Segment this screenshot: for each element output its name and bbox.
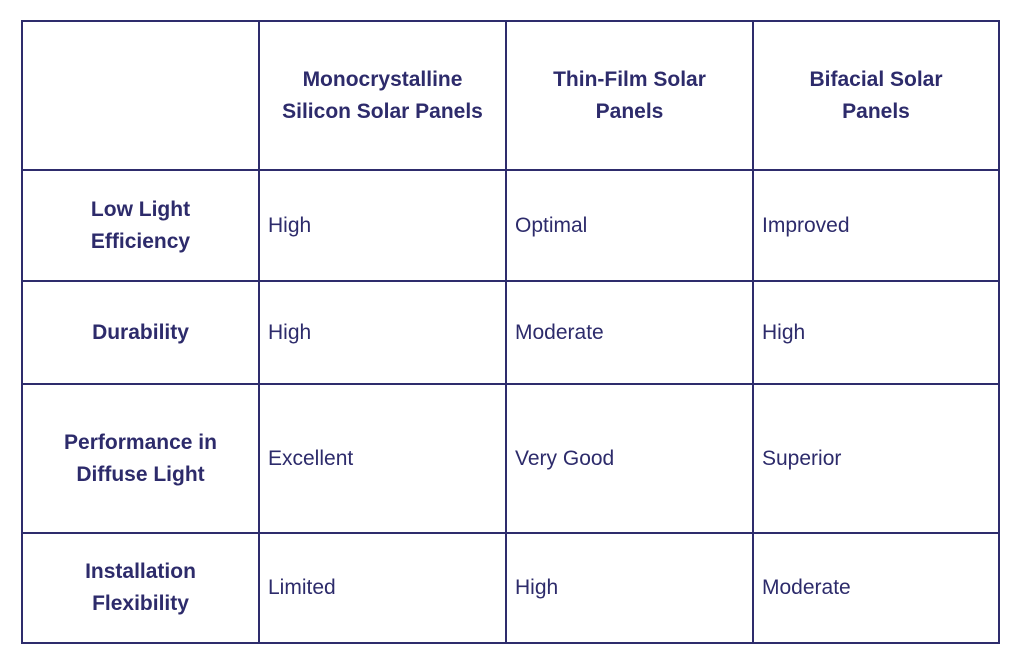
table-cell: High [752, 280, 1000, 385]
row-header: Installation Flexibility [21, 532, 260, 644]
table-cell: Moderate [505, 280, 754, 385]
row-header: Performance in Diffuse Light [21, 383, 260, 534]
text-line: Silicon Solar Panels [282, 99, 483, 123]
table-row: Installation Flexibility Limited High Modera… [21, 532, 1000, 644]
column-header: Monocrystalline Silicon Solar Panels [258, 20, 507, 171]
text-line: Flexibility [92, 592, 189, 615]
row-header: Low Light Efficiency [21, 169, 260, 282]
text-line: Bifacial Solar [809, 67, 943, 91]
table-cell: High [505, 532, 754, 644]
table-cell: Moderate [752, 532, 1000, 644]
table-cell: Optimal [505, 169, 754, 282]
column-header: Thin-Film Solar Panels [505, 20, 754, 171]
table-cell: Superior [752, 383, 1000, 534]
table-row: Performance in Diffuse Light Excellent Very… [21, 383, 1000, 534]
text-line: Installation [85, 560, 196, 583]
table-row: Low Light Efficiency High Optimal Improved [21, 169, 1000, 282]
text-line: Diffuse Light [76, 462, 205, 486]
table-cell: High [258, 280, 507, 385]
text-line: Low Light [90, 197, 191, 221]
table-cell: High [258, 169, 507, 282]
text-line: Thin-Film Solar [553, 67, 706, 91]
row-header: Durability [21, 280, 260, 385]
table-row: Durability High Moderate High [21, 280, 1000, 385]
table-cell: Limited [258, 532, 507, 644]
comparison-table: Monocrystalline Silicon Solar Panels Thin-… [21, 20, 1000, 644]
text-line: Performance in [64, 430, 217, 454]
text-line: Efficiency [90, 229, 191, 253]
table-cell: Excellent [258, 383, 507, 534]
column-header: Bifacial Solar Panels [752, 20, 1000, 171]
table-cell: Very Good [505, 383, 754, 534]
corner-cell [21, 20, 260, 171]
header-row: Monocrystalline Silicon Solar Panels Thin-… [21, 20, 1000, 171]
text-line: Durability [92, 320, 189, 344]
text-line: Panels [595, 99, 664, 123]
table-cell: Improved [752, 169, 1000, 282]
text-line: Monocrystalline [302, 67, 463, 91]
text-line: Panels [842, 99, 910, 123]
table-body: Monocrystalline Silicon Solar Panels Thin-… [21, 20, 1000, 644]
